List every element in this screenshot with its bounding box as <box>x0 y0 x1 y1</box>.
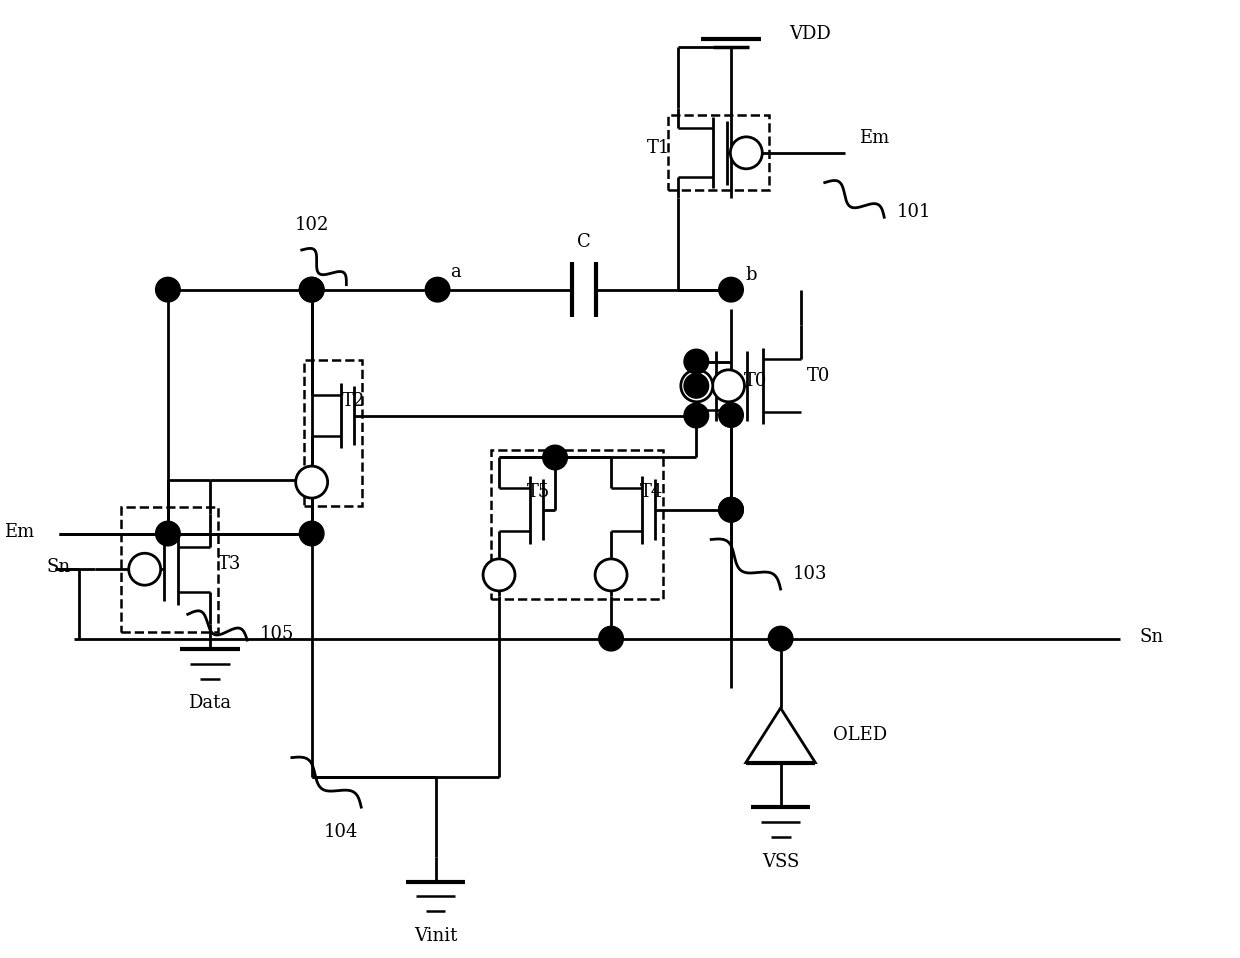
Circle shape <box>599 627 624 650</box>
Circle shape <box>299 278 324 302</box>
Text: VSS: VSS <box>761 853 800 871</box>
Circle shape <box>713 370 744 401</box>
Bar <box>304 360 362 506</box>
Circle shape <box>295 467 327 498</box>
Text: Em: Em <box>859 129 889 147</box>
Circle shape <box>681 370 713 401</box>
Circle shape <box>543 445 568 469</box>
Text: b: b <box>745 265 756 284</box>
Circle shape <box>684 350 708 374</box>
Circle shape <box>299 521 324 546</box>
Text: T0: T0 <box>806 367 830 385</box>
Text: OLED: OLED <box>833 726 888 744</box>
Text: C: C <box>578 233 591 251</box>
Text: 101: 101 <box>897 203 931 221</box>
Circle shape <box>595 559 627 591</box>
Circle shape <box>129 553 161 585</box>
Text: T1: T1 <box>647 139 670 157</box>
Text: T4: T4 <box>640 483 662 501</box>
Circle shape <box>719 402 743 427</box>
Text: VDD: VDD <box>790 25 831 43</box>
Text: Sn: Sn <box>46 559 71 576</box>
Text: T5: T5 <box>527 483 551 501</box>
Text: 102: 102 <box>294 217 329 234</box>
Circle shape <box>719 278 743 302</box>
Text: a: a <box>450 262 461 281</box>
Text: Em: Em <box>4 522 33 540</box>
Text: T2: T2 <box>342 392 365 410</box>
Text: T0: T0 <box>744 372 768 390</box>
Circle shape <box>684 374 708 399</box>
Bar <box>668 116 769 191</box>
Circle shape <box>299 278 324 302</box>
Bar <box>491 449 663 599</box>
Text: T3: T3 <box>218 556 241 573</box>
Circle shape <box>155 521 180 546</box>
Circle shape <box>155 278 180 302</box>
Text: 103: 103 <box>794 565 827 583</box>
Circle shape <box>769 627 792 650</box>
Text: 105: 105 <box>259 625 294 643</box>
Circle shape <box>719 497 743 522</box>
Circle shape <box>719 497 743 522</box>
Text: 104: 104 <box>324 823 358 841</box>
Circle shape <box>684 403 708 428</box>
Circle shape <box>484 559 515 591</box>
Bar <box>120 507 218 632</box>
Text: Vinit: Vinit <box>414 927 458 945</box>
Text: Data: Data <box>188 695 232 713</box>
Text: Sn: Sn <box>1140 627 1163 646</box>
Circle shape <box>730 137 763 169</box>
Circle shape <box>425 278 450 302</box>
